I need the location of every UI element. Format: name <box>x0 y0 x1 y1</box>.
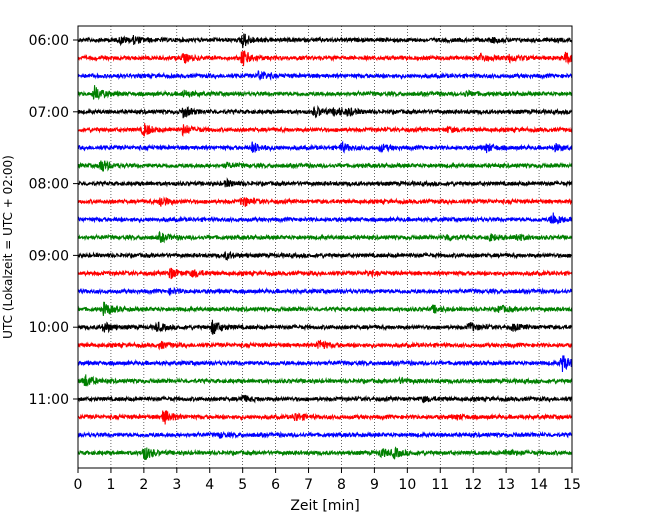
trace-1015 <box>77 339 573 351</box>
x-tick-label: 14 <box>530 477 548 493</box>
x-tick-label: 15 <box>563 477 581 493</box>
x-tick-label: 9 <box>370 477 379 493</box>
x-tick-label: 1 <box>106 477 115 493</box>
trace-1045 <box>77 374 573 387</box>
x-tick-label: 2 <box>139 477 148 493</box>
plot-frame <box>77 25 573 469</box>
y-tick-label: 06:00 <box>29 33 69 49</box>
trace-1130 <box>77 430 573 440</box>
trace-0600 <box>77 33 573 49</box>
y-tick-label: 10:00 <box>29 320 69 336</box>
x-tick-label: 11 <box>431 477 449 493</box>
trace-1100 <box>77 393 573 404</box>
y-tick-label: 09:00 <box>29 248 69 264</box>
trace-1000 <box>77 319 573 335</box>
y-tick-label: 08:00 <box>29 177 69 193</box>
trace-1115 <box>77 410 573 425</box>
trace-0615 <box>77 50 573 67</box>
trace-1030 <box>77 355 573 372</box>
x-tick-label: 3 <box>172 477 181 493</box>
x-tick-label: 5 <box>238 477 247 493</box>
trace-0945 <box>77 301 573 316</box>
trace-0700 <box>77 104 573 119</box>
y-axis-label: UTC (Lokalzeit = UTC + 02:00) <box>1 155 15 339</box>
trace-0815 <box>77 196 573 207</box>
x-axis-ticks: 0 1 2 3 4 5 6 7 8 9 10 11 12 13 14 15 <box>74 468 581 493</box>
x-tick-label: 0 <box>74 477 83 493</box>
x-tick-label: 13 <box>497 477 515 493</box>
x-tick-label: 8 <box>337 477 346 493</box>
x-tick-label: 7 <box>304 477 313 493</box>
y-tick-label: 07:00 <box>29 105 69 121</box>
trace-0800 <box>77 177 573 188</box>
x-tick-label: 12 <box>464 477 482 493</box>
trace-0830 <box>77 212 573 225</box>
trace-0715 <box>77 123 573 138</box>
trace-0630 <box>77 70 573 81</box>
trace-0645 <box>77 85 573 101</box>
x-axis-label: Zeit [min] <box>290 498 359 514</box>
x-tick-label: 6 <box>271 477 280 493</box>
y-axis-ticks: 06:00 07:00 08:00 09:00 10:00 11:00 <box>29 33 78 408</box>
x-tick-label: 10 <box>398 477 416 493</box>
trace-0730 <box>77 140 573 154</box>
y-tick-label: 11:00 <box>29 392 69 408</box>
seismic-traces <box>77 33 573 460</box>
trace-1145 <box>77 446 573 460</box>
trace-0900 <box>77 250 573 262</box>
trace-0915 <box>77 267 573 280</box>
x-tick-label: 4 <box>205 477 214 493</box>
trace-0745 <box>77 160 573 172</box>
trace-0845 <box>77 230 573 244</box>
trace-0930 <box>77 286 573 297</box>
